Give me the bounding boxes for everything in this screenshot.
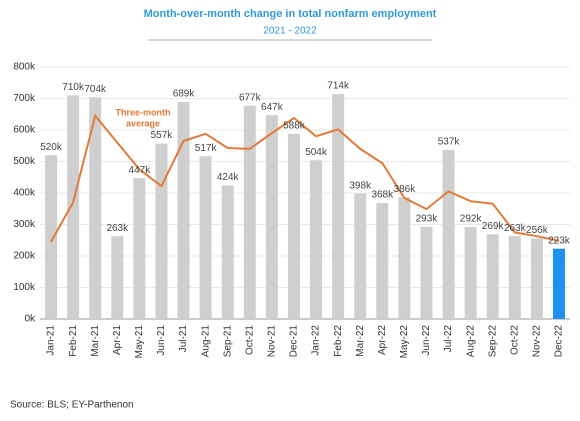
x-tick-label: Mar-22: [355, 325, 366, 357]
value-label: 386k: [394, 184, 417, 195]
bar: [310, 160, 323, 319]
bar: [45, 155, 58, 319]
x-tick-label: Dec-21: [289, 325, 300, 358]
bar: [464, 227, 477, 319]
x-tick-label: Feb-22: [333, 325, 344, 357]
value-label: 504k: [305, 147, 328, 158]
x-tick-label: Oct-21: [244, 325, 255, 355]
value-label: 368k: [371, 190, 394, 201]
bar: [89, 97, 102, 320]
value-label: 520k: [40, 142, 63, 153]
x-tick-label: Mar-21: [90, 325, 101, 357]
line-annotation: average: [126, 118, 160, 128]
value-label: 398k: [349, 180, 372, 191]
bar: [486, 234, 499, 319]
value-label: 710k: [62, 82, 85, 93]
average-line: [50, 113, 560, 243]
bar: [199, 156, 212, 319]
x-tick-label: Aug-22: [465, 325, 476, 358]
bar: [155, 143, 168, 319]
y-tick-label: 800k: [13, 62, 36, 73]
value-label: 557k: [151, 130, 174, 141]
bar: [243, 105, 256, 320]
value-label: 689k: [173, 89, 196, 100]
value-label: 537k: [438, 136, 461, 147]
value-label: 256k: [526, 225, 549, 236]
bar: [530, 238, 543, 319]
x-tick-label: May-22: [399, 325, 410, 359]
line-annotation: Three-month: [116, 107, 171, 117]
chart-title: Month-over-month change in total nonfarm…: [144, 8, 437, 20]
value-label: 292k: [460, 214, 483, 225]
value-label: 647k: [261, 102, 284, 113]
bar: [376, 203, 389, 319]
bar: [287, 133, 300, 319]
x-tick-label: Apr-22: [377, 325, 388, 355]
x-tick-label: Jul-22: [443, 325, 454, 353]
x-tick-label: Jul-21: [178, 325, 189, 353]
value-label: 677k: [239, 92, 262, 103]
bar: [67, 95, 80, 319]
y-tick-label: 300k: [13, 219, 36, 230]
x-tick-label: Feb-21: [68, 325, 79, 357]
value-label: 714k: [327, 81, 350, 92]
bar: [508, 236, 521, 319]
value-label: 424k: [217, 172, 240, 183]
x-tick-label: Nov-21: [267, 325, 278, 358]
y-tick-label: 700k: [13, 93, 36, 104]
x-tick-label: Apr-21: [112, 325, 123, 355]
bar: [177, 101, 190, 319]
x-tick-label: Nov-22: [532, 325, 543, 358]
x-tick-label: Sep-21: [222, 325, 233, 358]
x-tick-label: Jan-22: [311, 325, 322, 356]
value-label: 447k: [129, 165, 152, 176]
y-tick-label: 100k: [13, 282, 36, 293]
x-tick-label: Oct-22: [509, 325, 520, 355]
x-tick-label: Jan-21: [46, 325, 57, 356]
bar: [111, 236, 124, 319]
bar: [354, 193, 367, 319]
chart-subtitle: 2021 - 2022: [263, 26, 317, 37]
bar: [552, 248, 565, 319]
y-tick-label: 200k: [13, 251, 36, 262]
bar: [221, 185, 234, 319]
x-tick-label: May-21: [134, 325, 145, 359]
y-tick-label: 500k: [13, 156, 36, 167]
value-label: 293k: [416, 213, 439, 224]
y-tick-label: 600k: [13, 125, 36, 136]
value-label: 588k: [283, 120, 306, 131]
value-label: 269k: [482, 221, 505, 232]
value-label: 517k: [195, 143, 218, 154]
bar: [442, 149, 455, 319]
bar: [133, 178, 146, 319]
x-tick-label: Jun-21: [156, 325, 167, 356]
y-tick-label: 0k: [24, 314, 36, 325]
y-tick-label: 400k: [13, 188, 36, 199]
value-label: 263k: [504, 223, 527, 234]
x-tick-label: Dec-22: [554, 325, 565, 358]
x-tick-label: Aug-21: [200, 325, 211, 358]
x-tick-label: Sep-22: [487, 325, 498, 358]
bar: [398, 197, 411, 319]
value-label: 704k: [84, 84, 107, 95]
bar: [420, 226, 433, 319]
x-tick-label: Jun-22: [421, 325, 432, 356]
source: Source: BLS; EY-Parthenon: [10, 400, 134, 411]
value-label: 263k: [106, 223, 129, 234]
value-label: 223k: [548, 235, 571, 246]
bar: [265, 115, 278, 319]
bar: [332, 94, 345, 319]
